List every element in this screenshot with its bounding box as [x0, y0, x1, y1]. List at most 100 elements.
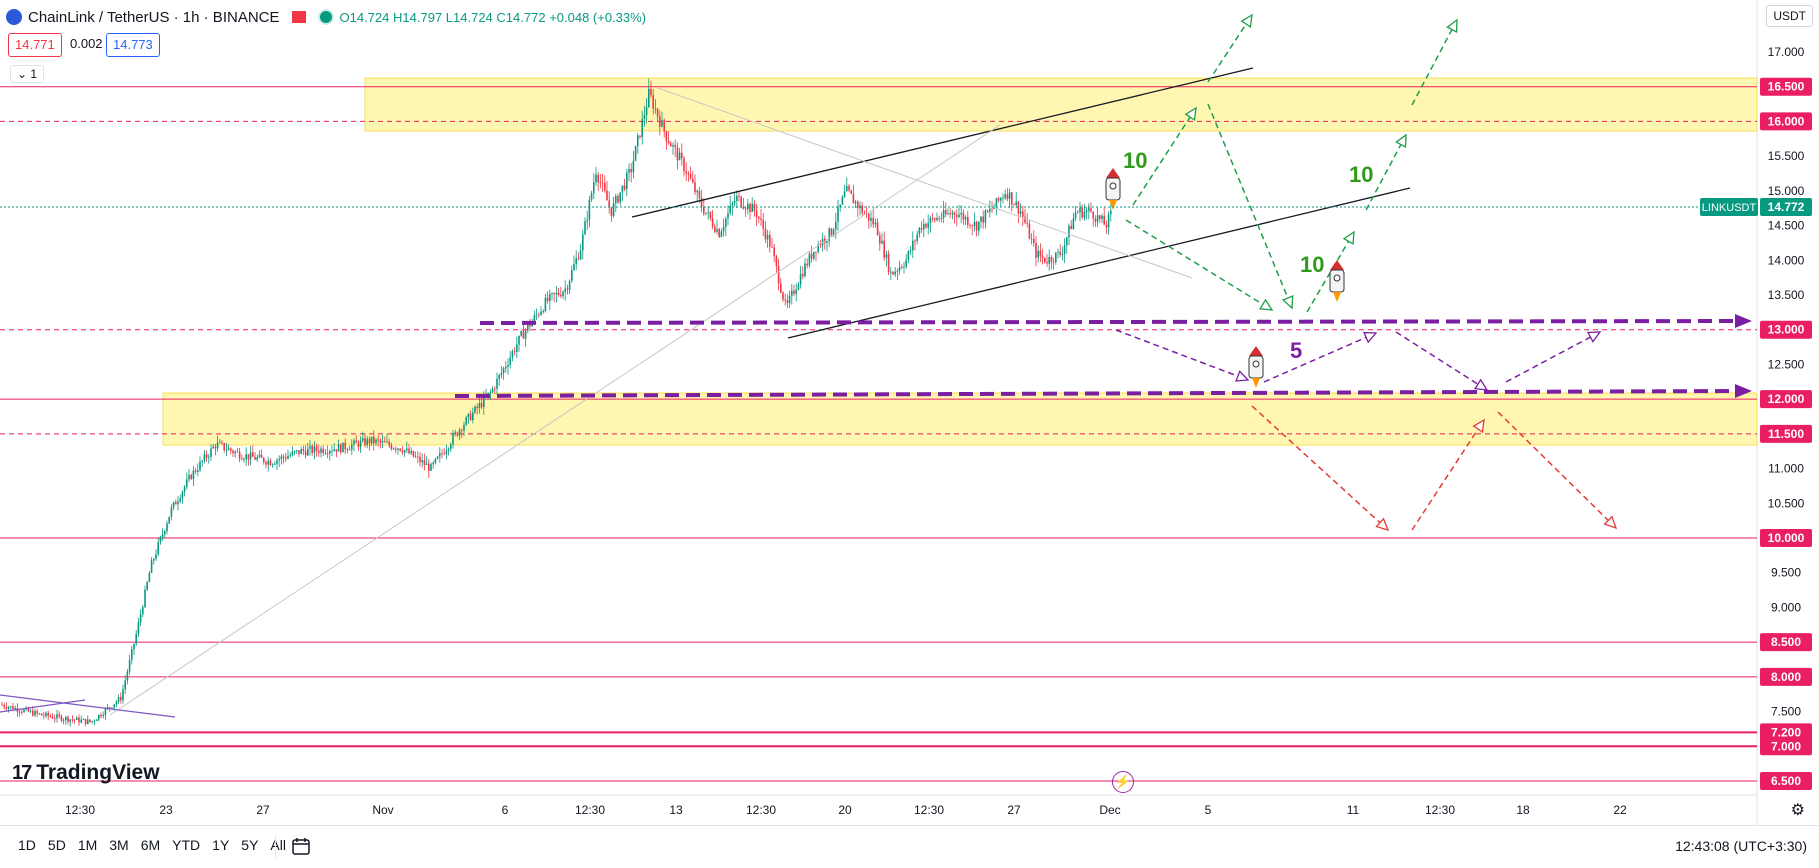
time-tick-label: 22: [1613, 803, 1627, 817]
ohlc-high: H14.797: [393, 9, 443, 25]
projection-arrow: [1411, 19, 1458, 106]
tradingview-logo[interactable]: 17 TradingView: [12, 761, 160, 785]
candle-body: [707, 211, 709, 213]
range-1d[interactable]: 1D: [18, 837, 36, 853]
range-1y[interactable]: 1Y: [212, 837, 230, 853]
candle-body: [907, 251, 910, 260]
range-3m[interactable]: 3M: [109, 837, 129, 853]
candle-body: [1088, 208, 1090, 211]
candle-body: [357, 442, 360, 448]
candle-body: [672, 145, 674, 147]
candle-body: [326, 452, 329, 454]
price-axis[interactable]: 17.000 16.500 16.000 15.500 15.000 14.500 14.0…: [1760, 45, 1812, 790]
candle-body: [159, 536, 162, 543]
currency-selector[interactable]: USDT: [1766, 5, 1813, 27]
candle-body: [619, 192, 621, 203]
candle-body: [918, 227, 921, 235]
candle-body: [1066, 237, 1068, 246]
candle-body: [575, 258, 577, 265]
range-6m[interactable]: 6M: [140, 837, 161, 853]
ohlc-values: O14.724 H14.797 L14.724 C14.772 +0.048 (…: [340, 10, 647, 25]
candle-body: [128, 659, 131, 672]
candle-body: [962, 212, 965, 220]
candle-body: [956, 214, 958, 217]
candle-body: [885, 254, 888, 258]
candle-body: [912, 240, 914, 251]
buy-price-button[interactable]: 14.773: [106, 33, 160, 57]
indicators-toggle[interactable]: ⌄ 1: [10, 65, 45, 83]
calendar-icon[interactable]: [290, 835, 312, 857]
candle-body: [227, 448, 230, 451]
candle-body: [947, 213, 949, 215]
candle-body: [637, 135, 639, 146]
candle-body: [113, 704, 115, 708]
candle-body: [43, 715, 45, 717]
symbol-header: ChainLink / TetherUS · 1h · BINANCE O14.…: [6, 6, 646, 28]
range-ytd[interactable]: YTD: [172, 837, 201, 853]
candle-body: [280, 456, 283, 460]
arrow-head: [1472, 418, 1485, 434]
candle-body: [892, 271, 894, 275]
candle-body: [522, 331, 525, 339]
candle-body: [322, 448, 324, 454]
price-tick-label: 14.500: [1768, 219, 1805, 233]
candle-body: [109, 707, 111, 708]
range-5y[interactable]: 5Y: [241, 837, 259, 853]
candle-body: [632, 160, 635, 173]
candle-body: [267, 460, 269, 465]
flag-icon[interactable]: [291, 11, 306, 23]
label-10: 10: [1349, 162, 1373, 187]
trend-line-long: [109, 124, 1001, 716]
candle-body: [461, 429, 463, 431]
candle-body: [155, 554, 157, 559]
gear-icon[interactable]: ⚙: [1790, 802, 1805, 819]
candle-body: [241, 458, 243, 460]
candle-body: [483, 396, 485, 408]
candle-body: [1, 704, 3, 706]
chevron-down-icon: ⌄: [17, 67, 28, 81]
range-5d[interactable]: 5D: [47, 837, 66, 853]
candle-body: [905, 259, 907, 267]
candle-body: [153, 558, 155, 561]
candle-body: [938, 218, 940, 220]
time-axis[interactable]: 12:30 23 27 Nov 6 12:30 13 12:30 20 12:30 27 Dec 5 11…: [65, 803, 1627, 817]
candle-body: [197, 470, 199, 472]
candle-body: [626, 172, 628, 190]
lightning-icon[interactable]: ⚡: [1112, 771, 1134, 793]
candle-body: [421, 460, 423, 463]
symbol-title[interactable]: ChainLink / TetherUS · 1h · BINANCE: [28, 8, 280, 26]
range-1m[interactable]: 1M: [77, 837, 98, 853]
candle-body: [265, 462, 267, 465]
candle-body: [771, 246, 773, 248]
candle-body: [1103, 215, 1105, 225]
arrow-head: [1586, 331, 1602, 343]
candle-body: [331, 450, 333, 452]
candle-body: [747, 203, 749, 210]
arrow-head: [1342, 230, 1355, 246]
candle-body: [1096, 215, 1099, 222]
candle-body: [804, 263, 806, 277]
clock[interactable]: 12:43:08 (UTC+3:30): [1675, 838, 1807, 854]
range-all[interactable]: All: [270, 837, 286, 853]
tradingview-logo-icon: 17: [12, 761, 32, 784]
sell-price-button[interactable]: 14.771: [8, 33, 62, 57]
candle-body: [465, 417, 467, 425]
projection-arrow: [1497, 411, 1617, 529]
candle-body: [533, 315, 536, 322]
candle-body: [890, 271, 892, 273]
candle-body: [166, 523, 168, 531]
candle-body: [212, 446, 214, 449]
candle-body: [410, 451, 412, 454]
candle-body: [802, 273, 804, 277]
candle-body: [857, 201, 859, 209]
candle-body: [538, 314, 540, 316]
candle-body: [1055, 252, 1057, 263]
candle-body: [278, 459, 280, 461]
candle-body: [1002, 197, 1004, 199]
candle-body: [443, 453, 445, 455]
arrow-head: [1240, 13, 1253, 29]
last-price-badge: [1760, 198, 1812, 216]
candle-body: [199, 461, 201, 471]
projection-arrow: [1306, 231, 1355, 313]
